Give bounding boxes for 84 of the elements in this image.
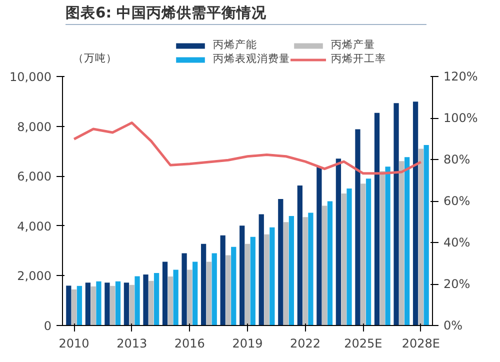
line-series xyxy=(72,122,422,175)
bar xyxy=(200,244,206,326)
y-tick-label: 8,000 xyxy=(17,120,52,134)
bar xyxy=(206,262,212,326)
bar xyxy=(302,217,308,326)
x-tick-label: 2016 xyxy=(174,336,205,350)
legend-label: 丙烯产量 xyxy=(331,38,375,52)
bar xyxy=(110,286,116,326)
y2-tick-label: 20% xyxy=(444,277,470,291)
bar xyxy=(412,102,418,326)
bar xyxy=(366,178,372,326)
bar xyxy=(168,276,173,326)
bar xyxy=(283,222,289,326)
bar xyxy=(143,274,148,326)
bar xyxy=(66,286,72,326)
bar xyxy=(322,206,328,326)
bar xyxy=(288,216,294,326)
bar xyxy=(124,282,130,326)
bar xyxy=(220,235,226,326)
bar xyxy=(154,272,160,326)
bar xyxy=(385,166,390,326)
y-axis-title: （万吨） xyxy=(73,52,118,64)
legend-label: 丙烯表观消费量 xyxy=(213,52,290,66)
y2-tick-label: 120% xyxy=(444,70,478,84)
bar xyxy=(394,103,399,326)
bar xyxy=(297,186,302,326)
bar xyxy=(212,253,217,326)
bar xyxy=(250,236,256,326)
legend-label: 丙烯产能 xyxy=(213,38,257,52)
x-tick-label: 2022 xyxy=(290,336,321,350)
bar xyxy=(374,112,380,326)
bar xyxy=(399,161,404,326)
bar xyxy=(270,227,275,326)
bar xyxy=(90,286,96,326)
bar xyxy=(192,262,198,326)
bar xyxy=(264,234,270,326)
x-tick-label: 2013 xyxy=(116,336,148,350)
bar xyxy=(418,148,424,326)
bar xyxy=(231,246,236,326)
legend-label: 丙烯开工率 xyxy=(331,52,386,66)
bar xyxy=(380,171,385,326)
bar xyxy=(404,157,410,326)
bar xyxy=(162,262,168,326)
bar xyxy=(96,281,102,326)
bar xyxy=(336,158,342,326)
bar xyxy=(316,166,322,326)
y-tick-label: 2,000 xyxy=(17,269,52,284)
bar xyxy=(187,270,192,326)
y2-tick-label: 40% xyxy=(444,236,470,250)
bar xyxy=(244,244,250,326)
bar xyxy=(104,282,110,326)
x-tick-label: 2010 xyxy=(58,336,90,350)
bar xyxy=(71,289,77,326)
bar xyxy=(308,212,314,326)
y2-tick-label: 100% xyxy=(444,111,478,125)
bar xyxy=(182,253,187,326)
y-tick-label: 0 xyxy=(44,319,52,333)
bar xyxy=(76,286,82,326)
y2-tick-label: 60% xyxy=(444,194,470,208)
x-tick-label: 2028E xyxy=(402,336,440,350)
bar xyxy=(134,276,140,326)
bar xyxy=(129,284,134,326)
bar xyxy=(85,282,91,326)
bar xyxy=(148,280,154,326)
y2-tick-label: 0% xyxy=(444,318,463,332)
y-tick-label: 10,000 xyxy=(10,70,52,84)
y-tick-label: 4,000 xyxy=(17,219,52,234)
bar xyxy=(240,226,245,326)
chart-title: 图表6: 中国丙烯供需平衡情况 xyxy=(66,4,268,22)
y2-tick-label: 80% xyxy=(444,152,470,166)
bar xyxy=(278,199,284,326)
bar xyxy=(115,281,121,326)
bar xyxy=(226,255,231,326)
bar xyxy=(327,201,333,326)
bar xyxy=(355,129,360,326)
y-tick-label: 6,000 xyxy=(17,170,52,184)
x-tick-label: 2025E xyxy=(344,336,382,350)
bar xyxy=(424,144,429,326)
bar xyxy=(346,188,352,326)
bar xyxy=(173,270,178,326)
bar xyxy=(341,194,346,326)
x-tick-label: 2019 xyxy=(232,336,263,350)
bar xyxy=(360,184,366,326)
bar xyxy=(258,214,264,326)
